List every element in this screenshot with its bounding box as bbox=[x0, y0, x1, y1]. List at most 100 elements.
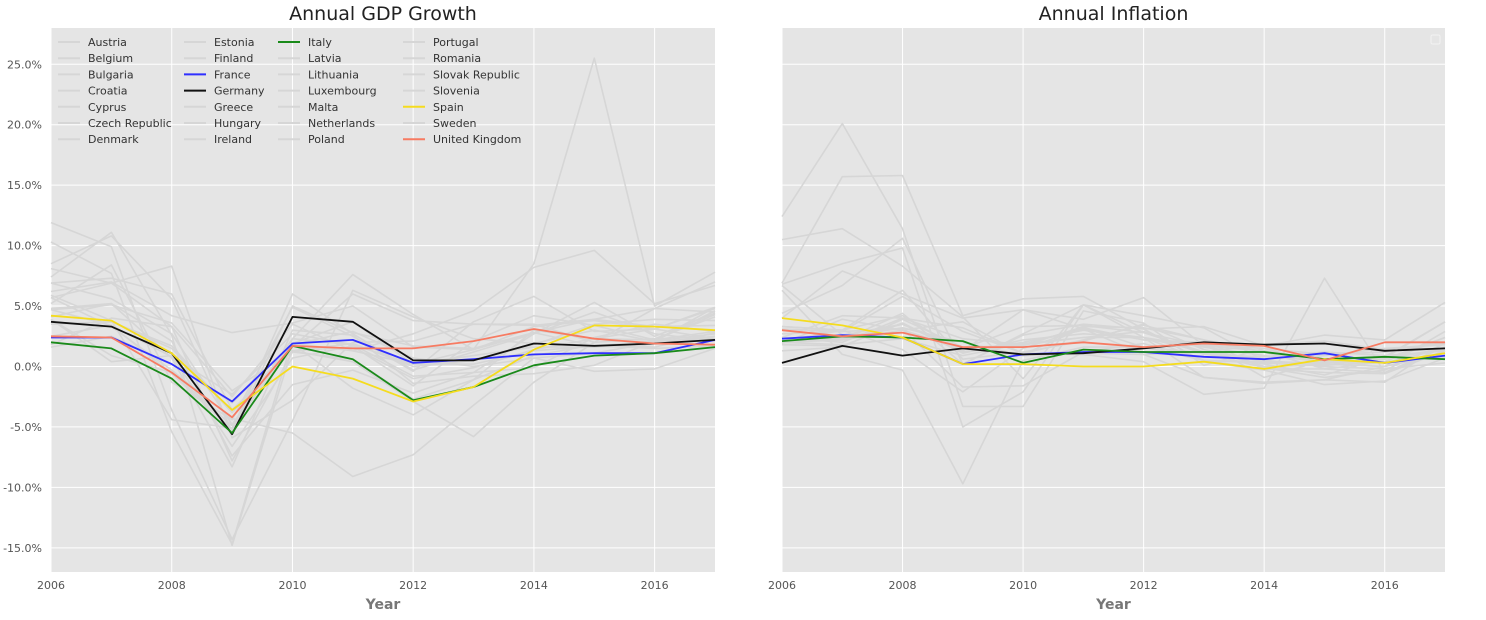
legend-label: Bulgaria bbox=[88, 68, 134, 81]
inflation-series-spain bbox=[781, 317, 1446, 370]
legend-item-slovenia: Slovenia bbox=[403, 85, 480, 98]
inflation-x-axis-label: Year bbox=[1095, 597, 1131, 613]
legend-label: Austria bbox=[88, 36, 127, 49]
legend-item-finland: Finland bbox=[184, 52, 253, 65]
gdp-series-france bbox=[51, 336, 716, 403]
legend-item-denmark: Denmark bbox=[58, 133, 139, 146]
legend-label: Sweden bbox=[433, 117, 476, 130]
legend-item-romania: Romania bbox=[403, 52, 481, 65]
y-tick-label: 15.0% bbox=[7, 179, 42, 192]
inflation-chart-title: Annual Inflation bbox=[1039, 3, 1189, 25]
legend-label: Ireland bbox=[214, 133, 252, 146]
x-tick-label: 2006 bbox=[37, 579, 65, 592]
gdp-series-czech-republic bbox=[50, 282, 716, 426]
y-tick-label: -15.0% bbox=[3, 542, 42, 555]
legend-label: Italy bbox=[308, 36, 332, 49]
gdp-series-lithuania bbox=[50, 231, 716, 547]
x-tick-label: 2010 bbox=[1009, 579, 1037, 592]
gdp-series-austria bbox=[50, 320, 716, 414]
legend-item-latvia: Latvia bbox=[278, 52, 342, 65]
gdp-series-united-kingdom bbox=[50, 328, 716, 419]
legend-item-croatia: Croatia bbox=[58, 85, 128, 98]
inflation-series-poland bbox=[781, 318, 1446, 379]
legend-label: Malta bbox=[308, 101, 338, 114]
inflation-series-united-kingdom bbox=[781, 329, 1445, 362]
inflation-series-luxembourg bbox=[781, 284, 1446, 364]
legend-item-greece: Greece bbox=[184, 101, 253, 114]
x-tick-label: 2016 bbox=[1371, 579, 1399, 592]
gdp-growth-chart: Annual GDP Growth 2006 2008 2010 2012 2014 201… bbox=[3, 3, 716, 613]
inflation-series-romania bbox=[781, 174, 1446, 347]
x-tick-label: 2014 bbox=[1250, 579, 1278, 592]
legend-label: Slovak Republic bbox=[433, 68, 520, 81]
legend-label: Germany bbox=[214, 85, 265, 98]
legend-item-lithuania: Lithuania bbox=[278, 68, 359, 81]
legend-item-belgium: Belgium bbox=[58, 52, 133, 65]
legend-label: Romania bbox=[433, 52, 481, 65]
y-tick-label: 0.0% bbox=[14, 360, 42, 373]
gdp-series-poland bbox=[50, 281, 716, 351]
legend-label: Poland bbox=[308, 133, 345, 146]
gdp-chart-title: Annual GDP Growth bbox=[289, 3, 477, 25]
legend-label: Finland bbox=[214, 52, 253, 65]
y-tick-label: 10.0% bbox=[7, 240, 42, 253]
legend-label: Belgium bbox=[88, 52, 133, 65]
x-tick-label: 2012 bbox=[1130, 579, 1158, 592]
inflation-series-italy bbox=[781, 335, 1446, 364]
legend-label: Estonia bbox=[214, 36, 255, 49]
legend-label: Spain bbox=[433, 101, 464, 114]
legend-label: Lithuania bbox=[308, 68, 359, 81]
legend-item-united-kingdom: United Kingdom bbox=[403, 133, 521, 146]
legend-item-cyprus: Cyprus bbox=[58, 101, 127, 114]
legend-item-france: France bbox=[184, 68, 251, 81]
legend-item-luxembourg: Luxembourg bbox=[278, 85, 377, 98]
plot-area bbox=[51, 28, 715, 572]
legend-item-malta: Malta bbox=[278, 101, 338, 114]
inflation-series-slovenia bbox=[781, 277, 1446, 396]
legend-label: Greece bbox=[214, 101, 253, 114]
legend-label: United Kingdom bbox=[433, 133, 521, 146]
legend-item-spain: Spain bbox=[403, 101, 464, 114]
gdp-series-slovak-republic bbox=[50, 235, 716, 433]
legend-item-slovak-republic: Slovak Republic bbox=[403, 68, 520, 81]
legend-label: Luxembourg bbox=[308, 85, 377, 98]
gdp-series-spain bbox=[50, 314, 716, 411]
inflation-series-bulgaria bbox=[781, 227, 1446, 384]
y-tick-label: -5.0% bbox=[10, 421, 42, 434]
gdp-series-bulgaria bbox=[50, 277, 716, 411]
legend-item-bulgaria: Bulgaria bbox=[58, 68, 134, 81]
legend-label: Slovenia bbox=[433, 85, 480, 98]
legend-label: France bbox=[214, 68, 251, 81]
x-tick-label: 2008 bbox=[889, 579, 917, 592]
legend-label: Netherlands bbox=[308, 117, 375, 130]
gdp-series-italy bbox=[50, 341, 716, 434]
legend-item-ireland: Ireland bbox=[184, 133, 252, 146]
legend-item-poland: Poland bbox=[278, 133, 345, 146]
legend-item-portugal: Portugal bbox=[403, 36, 479, 49]
x-tick-label: 2012 bbox=[399, 579, 427, 592]
empty-legend-box bbox=[1430, 34, 1441, 45]
plot-area bbox=[782, 28, 1445, 572]
legend-label: Croatia bbox=[88, 85, 128, 98]
legend-label: Latvia bbox=[308, 52, 342, 65]
x-tick-label: 2006 bbox=[768, 579, 796, 592]
x-tick-label: 2014 bbox=[520, 579, 548, 592]
x-tick-label: 2016 bbox=[641, 579, 669, 592]
legend-item-austria: Austria bbox=[58, 36, 127, 49]
x-tick-label: 2008 bbox=[158, 579, 186, 592]
x-tick-label: 2010 bbox=[278, 579, 306, 592]
inflation-series-lithuania bbox=[781, 247, 1446, 428]
legend-label: Denmark bbox=[88, 133, 139, 146]
legend-item-netherlands: Netherlands bbox=[278, 117, 375, 130]
gdp-x-axis-label: Year bbox=[365, 597, 401, 613]
legend-item-czech-republic: Czech Republic bbox=[58, 117, 172, 130]
gdp-series-latvia bbox=[50, 221, 716, 541]
gdp-series-hungary bbox=[50, 313, 716, 448]
legend-item-estonia: Estonia bbox=[184, 36, 255, 49]
legend-item-sweden: Sweden bbox=[403, 117, 476, 130]
inflation-series-sweden bbox=[781, 326, 1446, 357]
legend-item-germany: Germany bbox=[184, 85, 265, 98]
y-tick-label: 25.0% bbox=[7, 58, 42, 71]
gdp-series-luxembourg bbox=[50, 264, 716, 421]
